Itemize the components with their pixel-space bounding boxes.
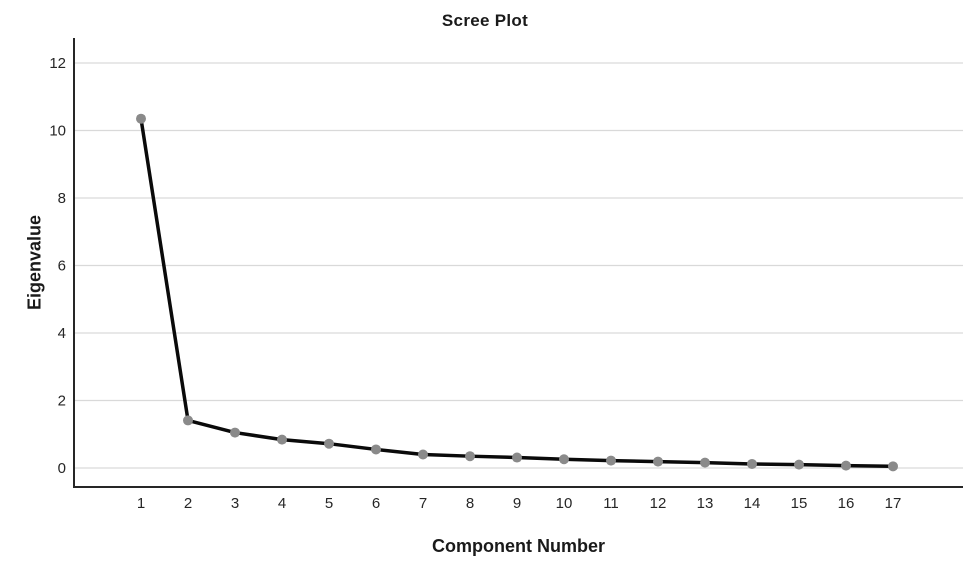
data-point [606, 455, 616, 466]
data-point [371, 444, 381, 455]
y-tick-label: 4 [58, 325, 66, 342]
x-tick-label: 16 [838, 495, 855, 512]
x-tick-label: 12 [650, 495, 667, 512]
chart-title: Scree Plot [441, 11, 529, 30]
x-axis-label: Component Number [432, 536, 605, 556]
data-point [183, 415, 193, 426]
x-tick-label: 9 [513, 495, 521, 512]
x-tick-label: 10 [556, 495, 573, 512]
data-point [512, 452, 522, 463]
x-tick-label: 17 [885, 495, 902, 512]
x-tick-label: 15 [791, 495, 808, 512]
x-tick-label: 6 [372, 495, 380, 512]
x-tick-label: 4 [278, 495, 286, 512]
data-point [653, 456, 663, 467]
data-point [700, 457, 710, 468]
y-tick-label: 0 [58, 460, 66, 477]
data-point [747, 458, 757, 469]
y-tick-label: 8 [58, 190, 66, 207]
data-point [324, 438, 334, 449]
x-tick-label: 14 [744, 495, 761, 512]
x-tick-label: 11 [603, 495, 619, 512]
y-tick-label: 10 [49, 123, 66, 140]
data-point [559, 454, 569, 465]
y-tick-label: 6 [58, 258, 66, 275]
x-tick-label: 5 [325, 495, 333, 512]
data-point [888, 461, 898, 472]
x-tick-label: 3 [231, 495, 239, 512]
data-point [794, 459, 804, 470]
data-point [277, 434, 287, 445]
x-tick-label: 2 [184, 495, 192, 512]
x-tick-label: 13 [697, 495, 714, 512]
x-tick-label: 8 [466, 495, 474, 512]
y-tick-label: 2 [58, 393, 66, 410]
data-point [418, 449, 428, 460]
data-line [139, 116, 895, 469]
y-tick-label: 12 [49, 55, 66, 72]
data-point [465, 451, 475, 462]
data-point [841, 460, 851, 471]
x-tick-label: 1 [137, 495, 145, 512]
data-point [230, 427, 240, 438]
x-tick-label: 7 [419, 495, 427, 512]
data-point [136, 113, 146, 124]
